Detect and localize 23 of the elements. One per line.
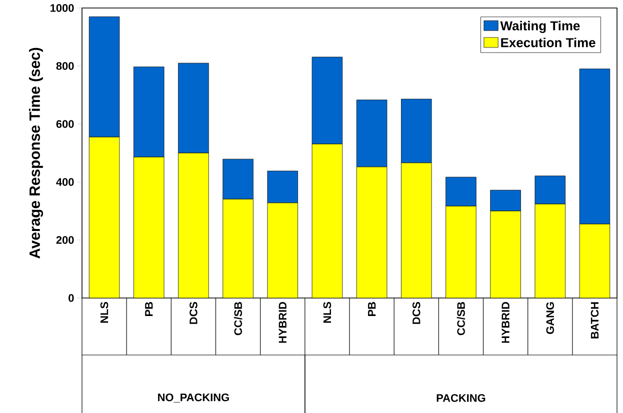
x-tick-label: CC/SB <box>456 302 466 336</box>
y-tick-label: 1000 <box>50 4 74 12</box>
legend-label: Execution Time <box>501 38 596 48</box>
y-tick-label: 400 <box>56 178 74 186</box>
x-tick-label: GANG <box>546 302 554 334</box>
y-tick-label: 600 <box>56 120 74 128</box>
legend-label: Waiting Time <box>500 20 580 34</box>
text: PACKING <box>436 394 486 402</box>
x-tick-label: DCS <box>412 302 420 324</box>
y-tick-label: 200 <box>56 236 74 244</box>
text: NO_PACKING <box>158 394 229 403</box>
x-tick-label: NLS <box>100 302 108 323</box>
y-axis-title: Average Response Time (sec) <box>29 48 44 259</box>
x-tick-label: PB <box>368 302 376 316</box>
y-tick-label: 800 <box>56 62 74 70</box>
x-tick-label: BATCH <box>590 302 599 338</box>
x-tick-label: HYBRID <box>278 302 286 343</box>
y-tick-label: 0 <box>68 294 74 302</box>
x-tick-label: DCS <box>190 302 198 324</box>
x-tick-label: CC/SB <box>234 302 242 336</box>
x-tick-label: HYBRID <box>502 302 510 343</box>
x-tick-label: NLS <box>323 302 332 323</box>
x-tick-label: PB <box>145 302 153 316</box>
